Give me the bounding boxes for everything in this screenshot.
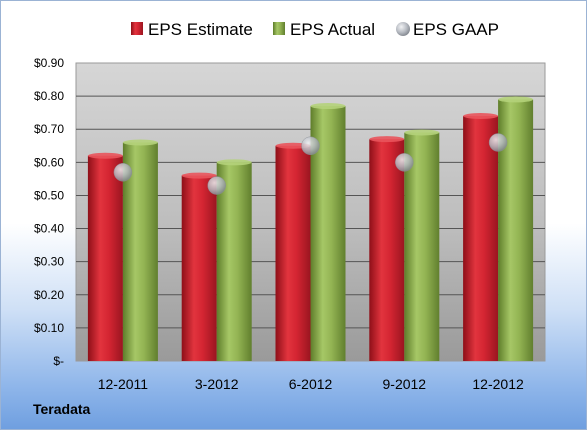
actual-bar-cap xyxy=(122,139,158,146)
actual-bar xyxy=(404,132,440,361)
actual-bar-cap xyxy=(216,159,252,166)
y-tick-label: $0.60 xyxy=(34,155,64,169)
x-tick-label: 12-2011 xyxy=(98,376,149,392)
actual-bar-cap xyxy=(310,103,346,110)
estimate-bar-cap xyxy=(463,112,499,119)
legend-label: EPS GAAP xyxy=(413,20,499,39)
x-tick-label: 6-2012 xyxy=(289,376,333,392)
estimate-bar-cap xyxy=(369,136,405,143)
estimate-bar xyxy=(87,155,123,361)
legend-swatch xyxy=(131,22,143,35)
legend-swatch xyxy=(396,22,410,36)
y-tick-label: $0.20 xyxy=(34,288,64,302)
legend-item: EPS Actual xyxy=(273,20,375,39)
estimate-bar xyxy=(463,115,499,361)
legend-label: EPS Actual xyxy=(290,20,375,39)
x-axis: 12-2011 3-2012 6-2012 9-2012 12-2012 xyxy=(98,376,524,392)
y-tick-label: $0.10 xyxy=(34,321,64,335)
y-axis: $- $0.10 $0.20 $0.30 $0.40 $0.50 $0.60 $0.70 $0.… xyxy=(34,56,64,368)
y-tick-label: $0.30 xyxy=(34,255,64,269)
gaap-marker xyxy=(113,163,133,182)
estimate-bar-cap xyxy=(87,152,123,159)
x-tick-label: 9-2012 xyxy=(383,376,427,392)
legend-item: EPS GAAP xyxy=(396,20,499,39)
legend: EPS Estimate EPS Actual EPS GAAP xyxy=(131,20,499,39)
estimate-bar xyxy=(181,175,217,361)
estimate-bar xyxy=(275,145,311,361)
legend-swatch xyxy=(273,22,285,35)
y-tick-label: $- xyxy=(53,354,64,368)
y-tick-label: $0.70 xyxy=(34,122,64,136)
gaap-marker xyxy=(301,136,320,156)
company-label: Teradata xyxy=(33,401,91,417)
actual-bar-cap xyxy=(404,129,440,136)
gaap-marker xyxy=(207,176,226,195)
y-tick-label: $0.50 xyxy=(34,188,64,202)
x-tick-label: 12-2012 xyxy=(472,376,524,392)
legend-item: EPS Estimate xyxy=(131,20,253,39)
y-tick-label: $0.40 xyxy=(34,222,64,236)
estimate-bar xyxy=(369,139,405,361)
x-tick-label: 3-2012 xyxy=(195,376,239,392)
gaap-marker xyxy=(488,133,508,152)
estimate-bar-cap xyxy=(181,172,217,179)
gaap-marker xyxy=(395,153,414,172)
y-tick-label: $0.90 xyxy=(34,56,64,70)
actual-bar-cap xyxy=(498,96,534,103)
y-tick-label: $0.80 xyxy=(34,89,64,103)
legend-label: EPS Estimate xyxy=(148,20,253,39)
bars xyxy=(87,96,534,362)
actual-bar xyxy=(216,162,252,361)
gaap-markers xyxy=(113,133,508,195)
